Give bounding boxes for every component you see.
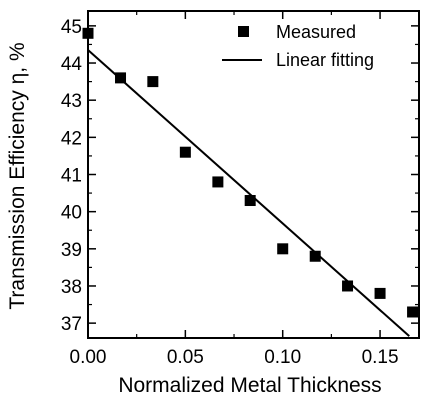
measured-point [374, 287, 386, 299]
legend: Measured Linear fitting [222, 22, 374, 70]
y-tick-label: 45 [61, 17, 82, 38]
y-tick-label: 43 [61, 91, 82, 112]
measured-point [244, 195, 256, 207]
x-axis-title: Normalized Metal Thickness [118, 374, 381, 397]
y-tick-label: 37 [61, 314, 82, 335]
y-tick-label: 38 [61, 277, 82, 298]
points-layer [82, 27, 419, 318]
x-tick-label: 0.05 [167, 347, 204, 368]
measured-point [115, 72, 127, 84]
legend-fit-label: Linear fitting [276, 50, 374, 70]
y-tick-label: 39 [61, 240, 82, 261]
x-tick-label: 0.10 [264, 347, 301, 368]
x-tick-labels: 0.00 0.05 0.10 0.15 [70, 347, 399, 368]
y-tick-label: 41 [61, 166, 82, 187]
y-tick-label: 40 [61, 203, 82, 224]
y-tick-labels: 37 38 39 40 41 42 43 44 45 [61, 17, 83, 335]
measured-point [309, 250, 321, 262]
legend-measured-marker [238, 26, 249, 37]
legend-measured-label: Measured [276, 22, 356, 42]
fit-line [87, 49, 410, 337]
measured-point [212, 176, 224, 188]
measured-point [147, 76, 159, 88]
y-tick-label: 42 [61, 128, 82, 149]
measured-point [342, 280, 354, 292]
measured-point [277, 243, 289, 255]
measured-point [407, 306, 419, 318]
fit-line-layer [87, 49, 410, 337]
x-tick-label: 0.00 [70, 347, 107, 368]
plot-frame [87, 10, 420, 339]
y-axis-title: Transmission Efficiency η, % [6, 42, 29, 309]
x-tick-label: 0.15 [362, 347, 399, 368]
y-tick-label: 44 [61, 54, 83, 75]
measured-point [179, 146, 191, 158]
